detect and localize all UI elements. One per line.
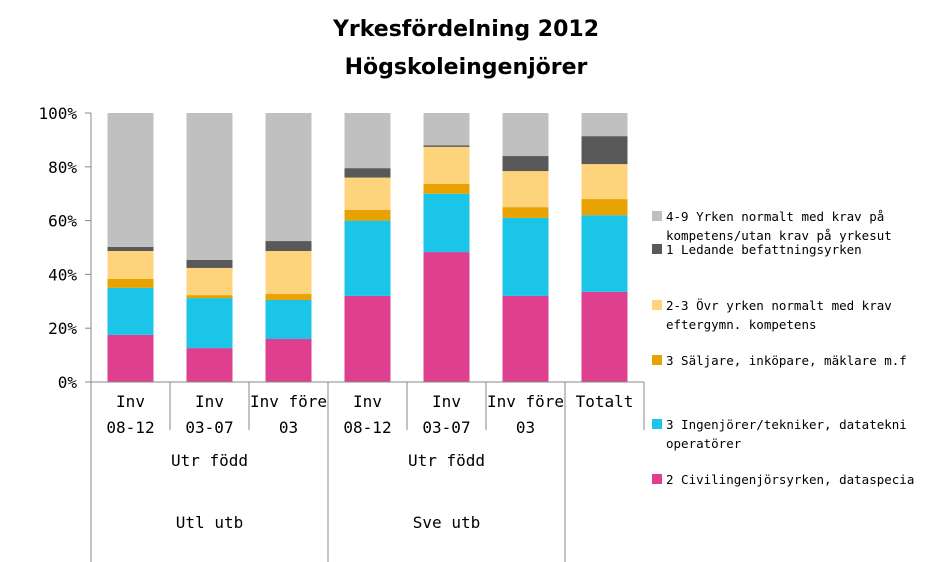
legend-swatch	[652, 474, 662, 484]
legend-swatch	[652, 244, 662, 254]
bar-segment	[265, 299, 312, 339]
legend-label: 3 Ingenjörer/tekniker, datatekni operatör…	[666, 417, 907, 451]
bar-segment	[186, 267, 233, 296]
bar-segment	[107, 113, 154, 247]
bar-segment	[186, 113, 233, 260]
x-tick-label: Inv 08-12	[106, 392, 154, 437]
chart-subtitle: Högskoleingenjörer	[345, 55, 588, 80]
bar-segment	[502, 207, 549, 218]
legend-label: 1 Ledande befattningsyrken	[666, 242, 862, 257]
chart-title: Yrkesfördelning 2012	[332, 17, 599, 42]
x-subgroup-label: Utr född	[408, 451, 485, 470]
bar-segment	[186, 259, 233, 268]
bar-segment	[581, 113, 628, 137]
bar-segment	[581, 215, 628, 292]
y-tick-label: 40%	[48, 265, 77, 284]
x-tick-label: Totalt	[576, 392, 634, 411]
bar-segment	[423, 184, 470, 194]
x-tick-label: Inv 03-07	[422, 392, 470, 437]
bar-segment	[581, 199, 628, 216]
legend-label: 2 Civilingenjörsyrken, dataspecia	[666, 472, 914, 487]
bar-segment	[502, 295, 549, 382]
bar-segment	[502, 171, 549, 208]
bar-segment	[344, 113, 391, 169]
bar-segment	[265, 113, 312, 242]
bar-segment	[107, 287, 154, 335]
bar-segment	[186, 295, 233, 299]
legend-label: 3 Säljare, inköpare, mäklare m.f	[666, 353, 907, 368]
x-group-label: Utl utb	[176, 513, 243, 532]
bar-segment	[265, 250, 312, 295]
bar-segment	[581, 291, 628, 382]
y-tick-label: 100%	[38, 104, 77, 123]
bar-segment	[265, 241, 312, 251]
bar-segment	[265, 294, 312, 300]
legend-label: 2-3 Övr yrken normalt med krav eftergymn.…	[666, 297, 892, 332]
bar-segment	[186, 348, 233, 382]
y-tick-label: 60%	[48, 212, 77, 231]
legend-swatch	[652, 211, 662, 221]
y-tick-label: 0%	[58, 373, 78, 392]
x-subgroup-label: Utr född	[171, 451, 248, 470]
y-tick-label: 80%	[48, 158, 77, 177]
bar-segment	[423, 193, 470, 253]
bar-segment	[502, 156, 549, 172]
bar-segment	[265, 338, 312, 382]
bar-segment	[186, 298, 233, 349]
bar-segment	[502, 217, 549, 296]
bar-segment	[581, 136, 628, 165]
bar-segment	[423, 146, 470, 185]
bar-segment	[502, 113, 549, 157]
bar-segment	[107, 334, 154, 382]
bar-segment	[344, 209, 391, 221]
bar-segment	[107, 250, 154, 279]
legend-swatch	[652, 419, 662, 429]
legend-label: 4-9 Yrken normalt med krav på kompetens/u…	[666, 209, 892, 243]
bar-segment	[423, 252, 470, 382]
x-tick-label: Inv 08-12	[343, 392, 391, 437]
legend-swatch	[652, 355, 662, 365]
x-tick-label: Inv före 03	[487, 392, 564, 437]
x-tick-label: Inv före 03	[250, 392, 327, 437]
bar-segment	[107, 246, 154, 251]
x-tick-label: Inv 03-07	[185, 392, 233, 437]
legend-swatch	[652, 300, 662, 310]
bar-segment	[344, 168, 391, 178]
bar-segment	[344, 177, 391, 210]
bar-segment	[344, 220, 391, 296]
bar-segment	[581, 164, 628, 200]
bar-segment	[423, 113, 470, 146]
bar-segment	[107, 278, 154, 288]
bar-segment	[423, 145, 470, 147]
x-group-label: Sve utb	[413, 513, 480, 532]
bar-segment	[344, 295, 391, 382]
y-tick-label: 20%	[48, 319, 77, 338]
